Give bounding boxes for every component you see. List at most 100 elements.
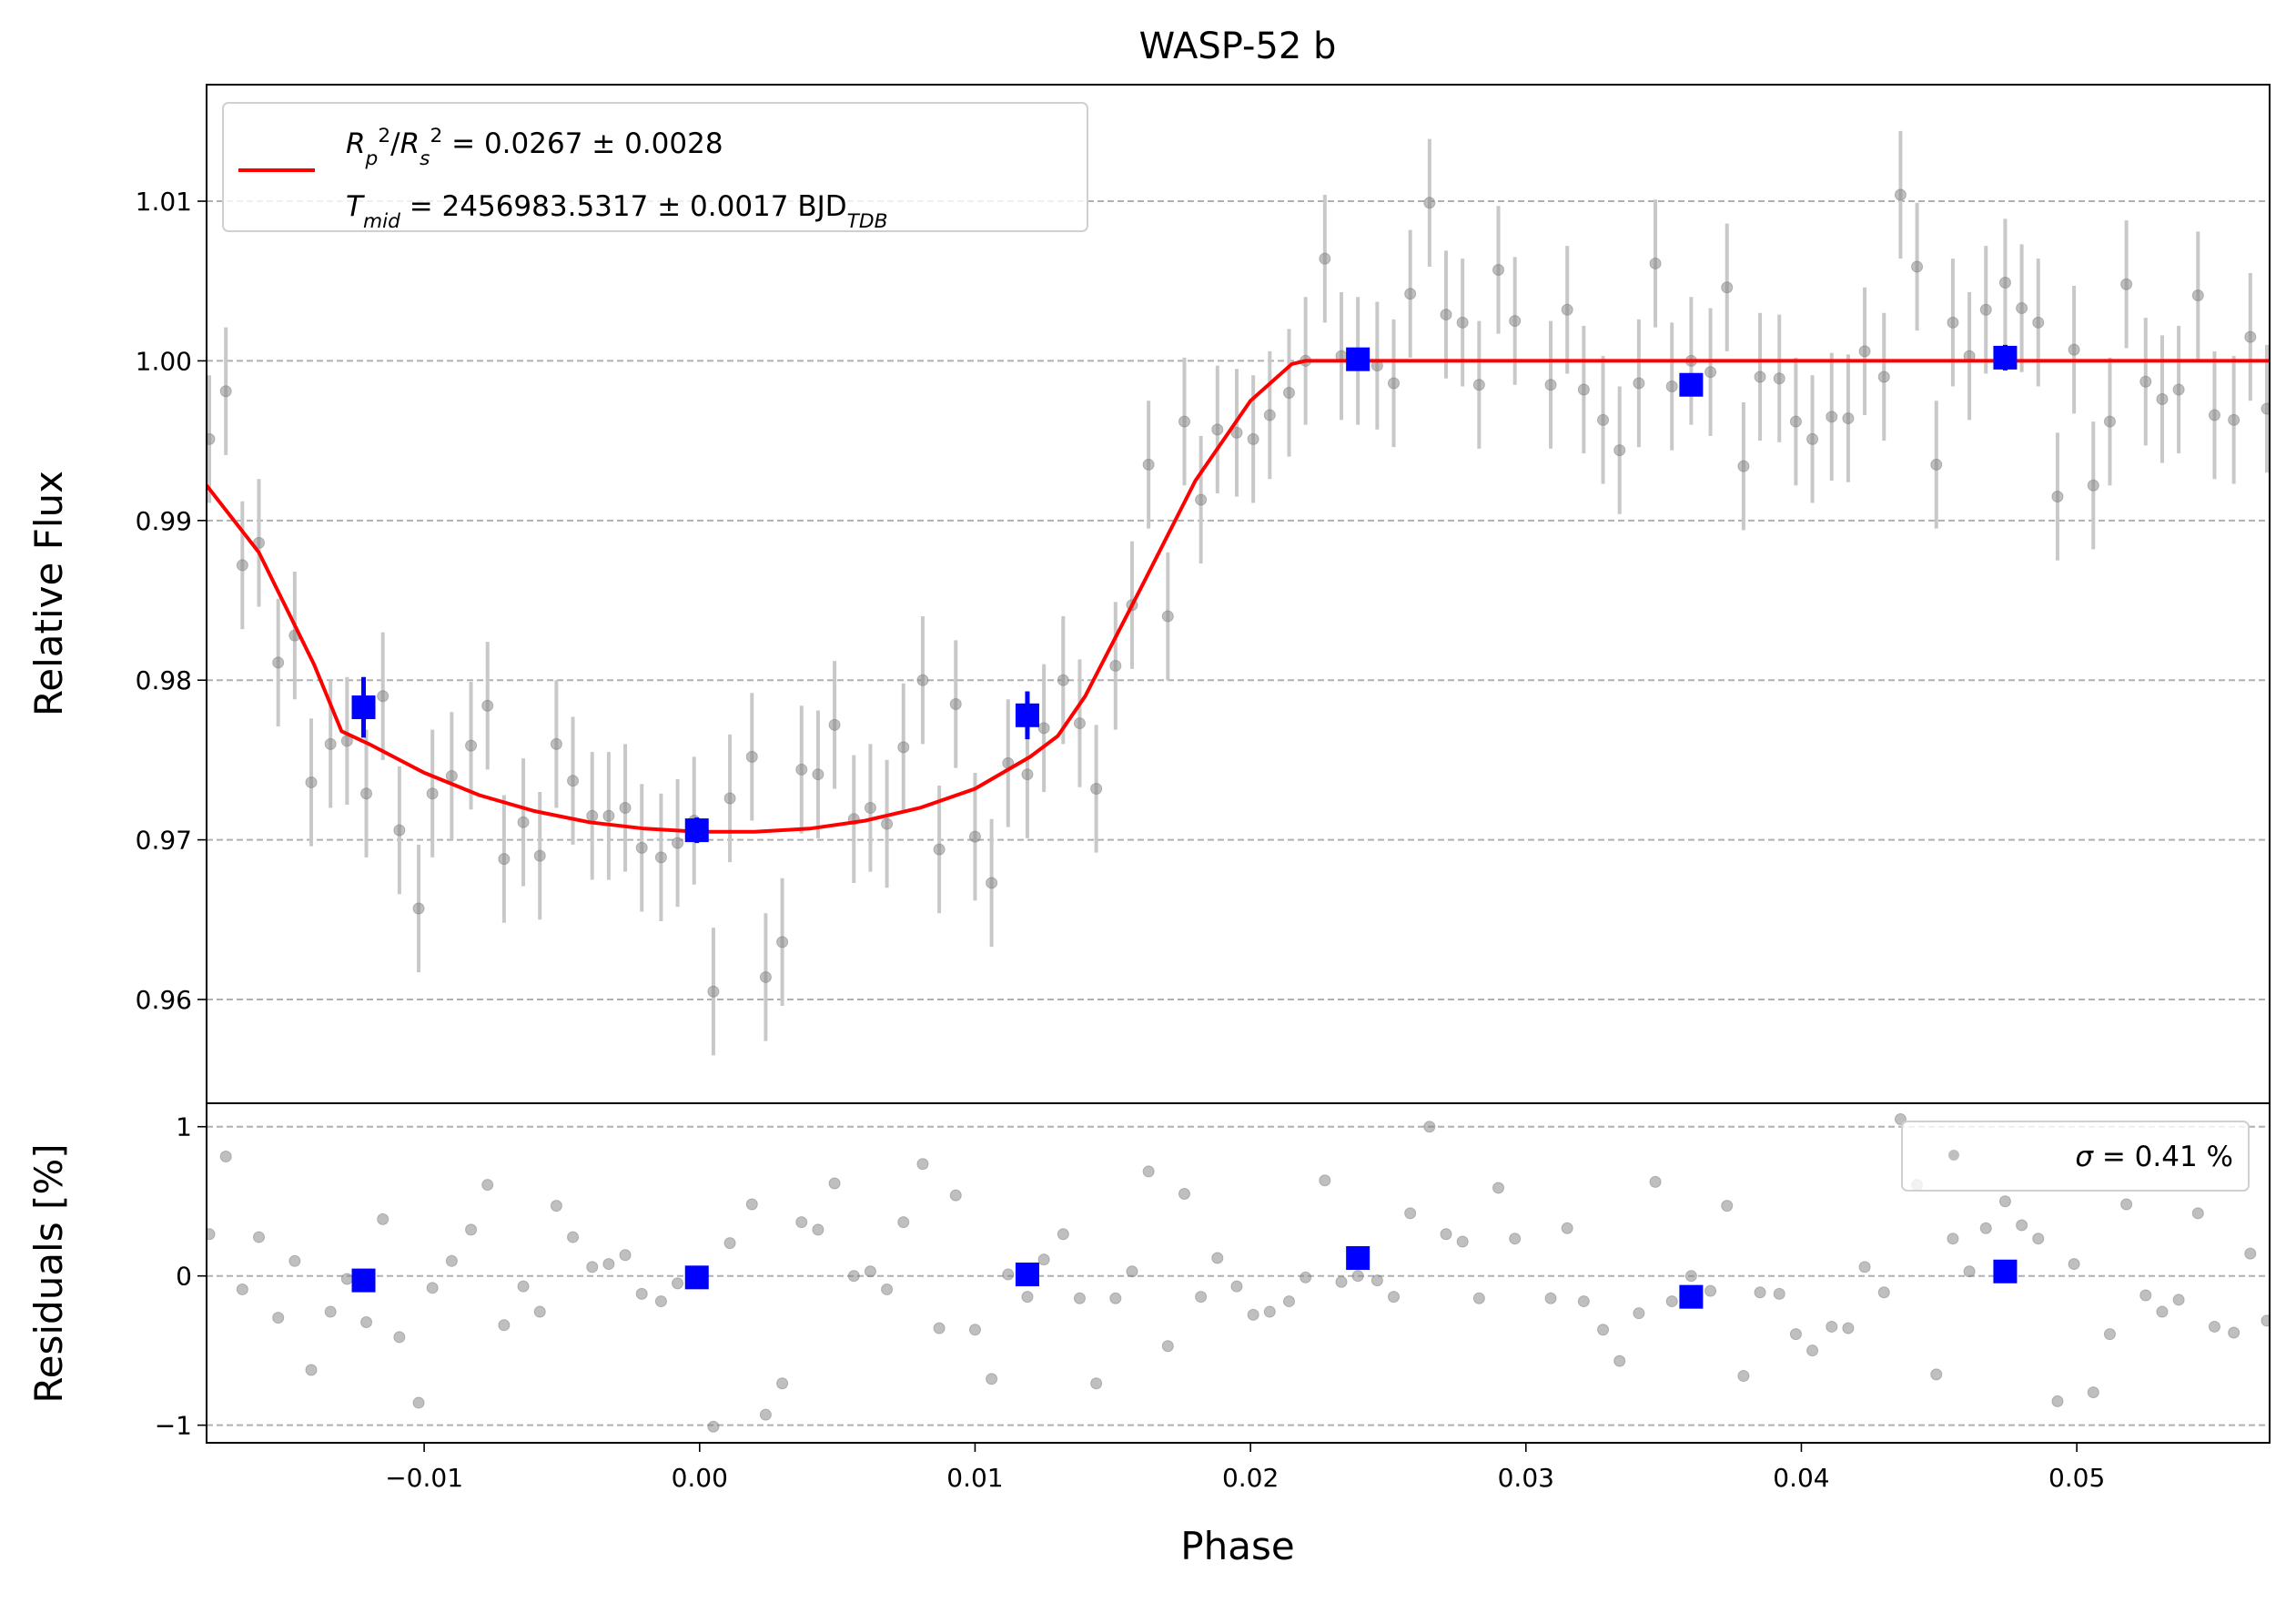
data-point (1178, 1188, 1190, 1201)
data-point (745, 750, 758, 763)
y-tick-label: 1.01 (136, 187, 192, 217)
plot-area (207, 1113, 2270, 1433)
data-point (360, 1316, 373, 1329)
data-point (1684, 1270, 1697, 1283)
data-point (619, 1249, 632, 1262)
legend-box (222, 102, 1088, 232)
data-point (723, 792, 736, 805)
data-point (1633, 377, 1645, 390)
data-point (481, 699, 494, 712)
data-point (654, 1295, 667, 1308)
data-point (828, 1177, 841, 1190)
binned-point (351, 695, 376, 720)
data-point (2032, 316, 2045, 329)
data-point (2172, 1294, 2185, 1306)
data-point (2156, 1305, 2169, 1318)
data-point (550, 1200, 562, 1212)
data-point (498, 1319, 511, 1332)
data-point (1195, 1291, 1208, 1304)
data-point (517, 1280, 530, 1293)
legend-text-part: s (420, 147, 430, 170)
data-point (897, 1216, 910, 1229)
data-point (1319, 252, 1331, 265)
data-point (759, 970, 772, 983)
y-tick-label: 0 (176, 1262, 192, 1292)
data-point (1737, 1370, 1750, 1383)
data-point (2068, 343, 2080, 356)
data-point (1877, 1286, 1890, 1299)
data-point (236, 1283, 248, 1295)
data-point (2016, 302, 2028, 315)
data-point (236, 559, 248, 572)
data-point (1858, 345, 1871, 358)
x-tick-label: 0.02 (1222, 1463, 1279, 1493)
data-point (586, 809, 599, 822)
data-point (864, 802, 876, 815)
data-point (567, 775, 580, 787)
data-point (2103, 415, 2116, 428)
data-point (253, 1231, 266, 1243)
data-point (1195, 493, 1208, 506)
data-point (1456, 316, 1469, 329)
data-point (986, 877, 998, 889)
data-point (1947, 1233, 1959, 1245)
data-point (1613, 444, 1626, 457)
data-point (498, 853, 511, 866)
data-point (1894, 188, 1907, 201)
legend-text-part: R (346, 127, 366, 160)
data-point (776, 936, 789, 949)
data-point (393, 824, 406, 837)
data-point (445, 1254, 458, 1267)
data-point (272, 656, 285, 669)
legend-text-part: R (400, 127, 420, 160)
data-point (2016, 1219, 2028, 1232)
data-point (1037, 722, 1050, 735)
legend-text: σ = 0.41 % (2075, 1141, 2233, 1173)
data-point (707, 1420, 720, 1433)
data-point (1721, 281, 1734, 294)
data-point (2191, 1207, 2204, 1220)
data-point (1773, 1287, 1785, 1300)
data-point (1073, 717, 1086, 730)
binned-point (1993, 1259, 2018, 1283)
legend-text-part: TDB (847, 210, 888, 233)
data-point (2156, 393, 2169, 406)
y-axis-label: Residuals [%] (26, 1143, 71, 1403)
data-point (1577, 383, 1590, 396)
data-point (426, 787, 439, 800)
data-point (1998, 1195, 2011, 1208)
x-tick-label: 0.01 (946, 1463, 1003, 1493)
data-point (1544, 379, 1557, 391)
legend-text-part: 2 (378, 125, 390, 147)
data-point (1721, 1200, 1734, 1212)
data-point (1806, 432, 1819, 445)
binned-point (1679, 372, 1704, 397)
data-point (2120, 1198, 2133, 1211)
data-point (481, 1179, 494, 1192)
data-point (1877, 370, 1890, 383)
data-point (1544, 1292, 1557, 1304)
data-point (1247, 432, 1259, 445)
data-point (1319, 1174, 1331, 1187)
data-point (1806, 1344, 1819, 1357)
x-axis-label: Phase (1180, 1524, 1294, 1568)
data-point (723, 1237, 736, 1250)
data-point (1842, 412, 1855, 425)
data-point (1037, 1253, 1050, 1266)
data-point (707, 985, 720, 998)
data-point (1423, 1121, 1436, 1133)
data-point (1737, 460, 1750, 472)
data-point (1057, 674, 1069, 686)
data-point (533, 849, 546, 862)
data-point (1754, 1286, 1766, 1299)
data-point (1911, 260, 1924, 273)
data-point (745, 1198, 758, 1211)
data-point (1263, 1305, 1276, 1318)
data-point (1126, 1265, 1138, 1278)
x-tick-label: 0.03 (1498, 1463, 1554, 1493)
model-line (207, 359, 2270, 834)
data-point (881, 1283, 894, 1295)
legend-text-part: T (346, 190, 365, 223)
data-point (2087, 479, 2099, 492)
data-point (2191, 289, 2204, 302)
